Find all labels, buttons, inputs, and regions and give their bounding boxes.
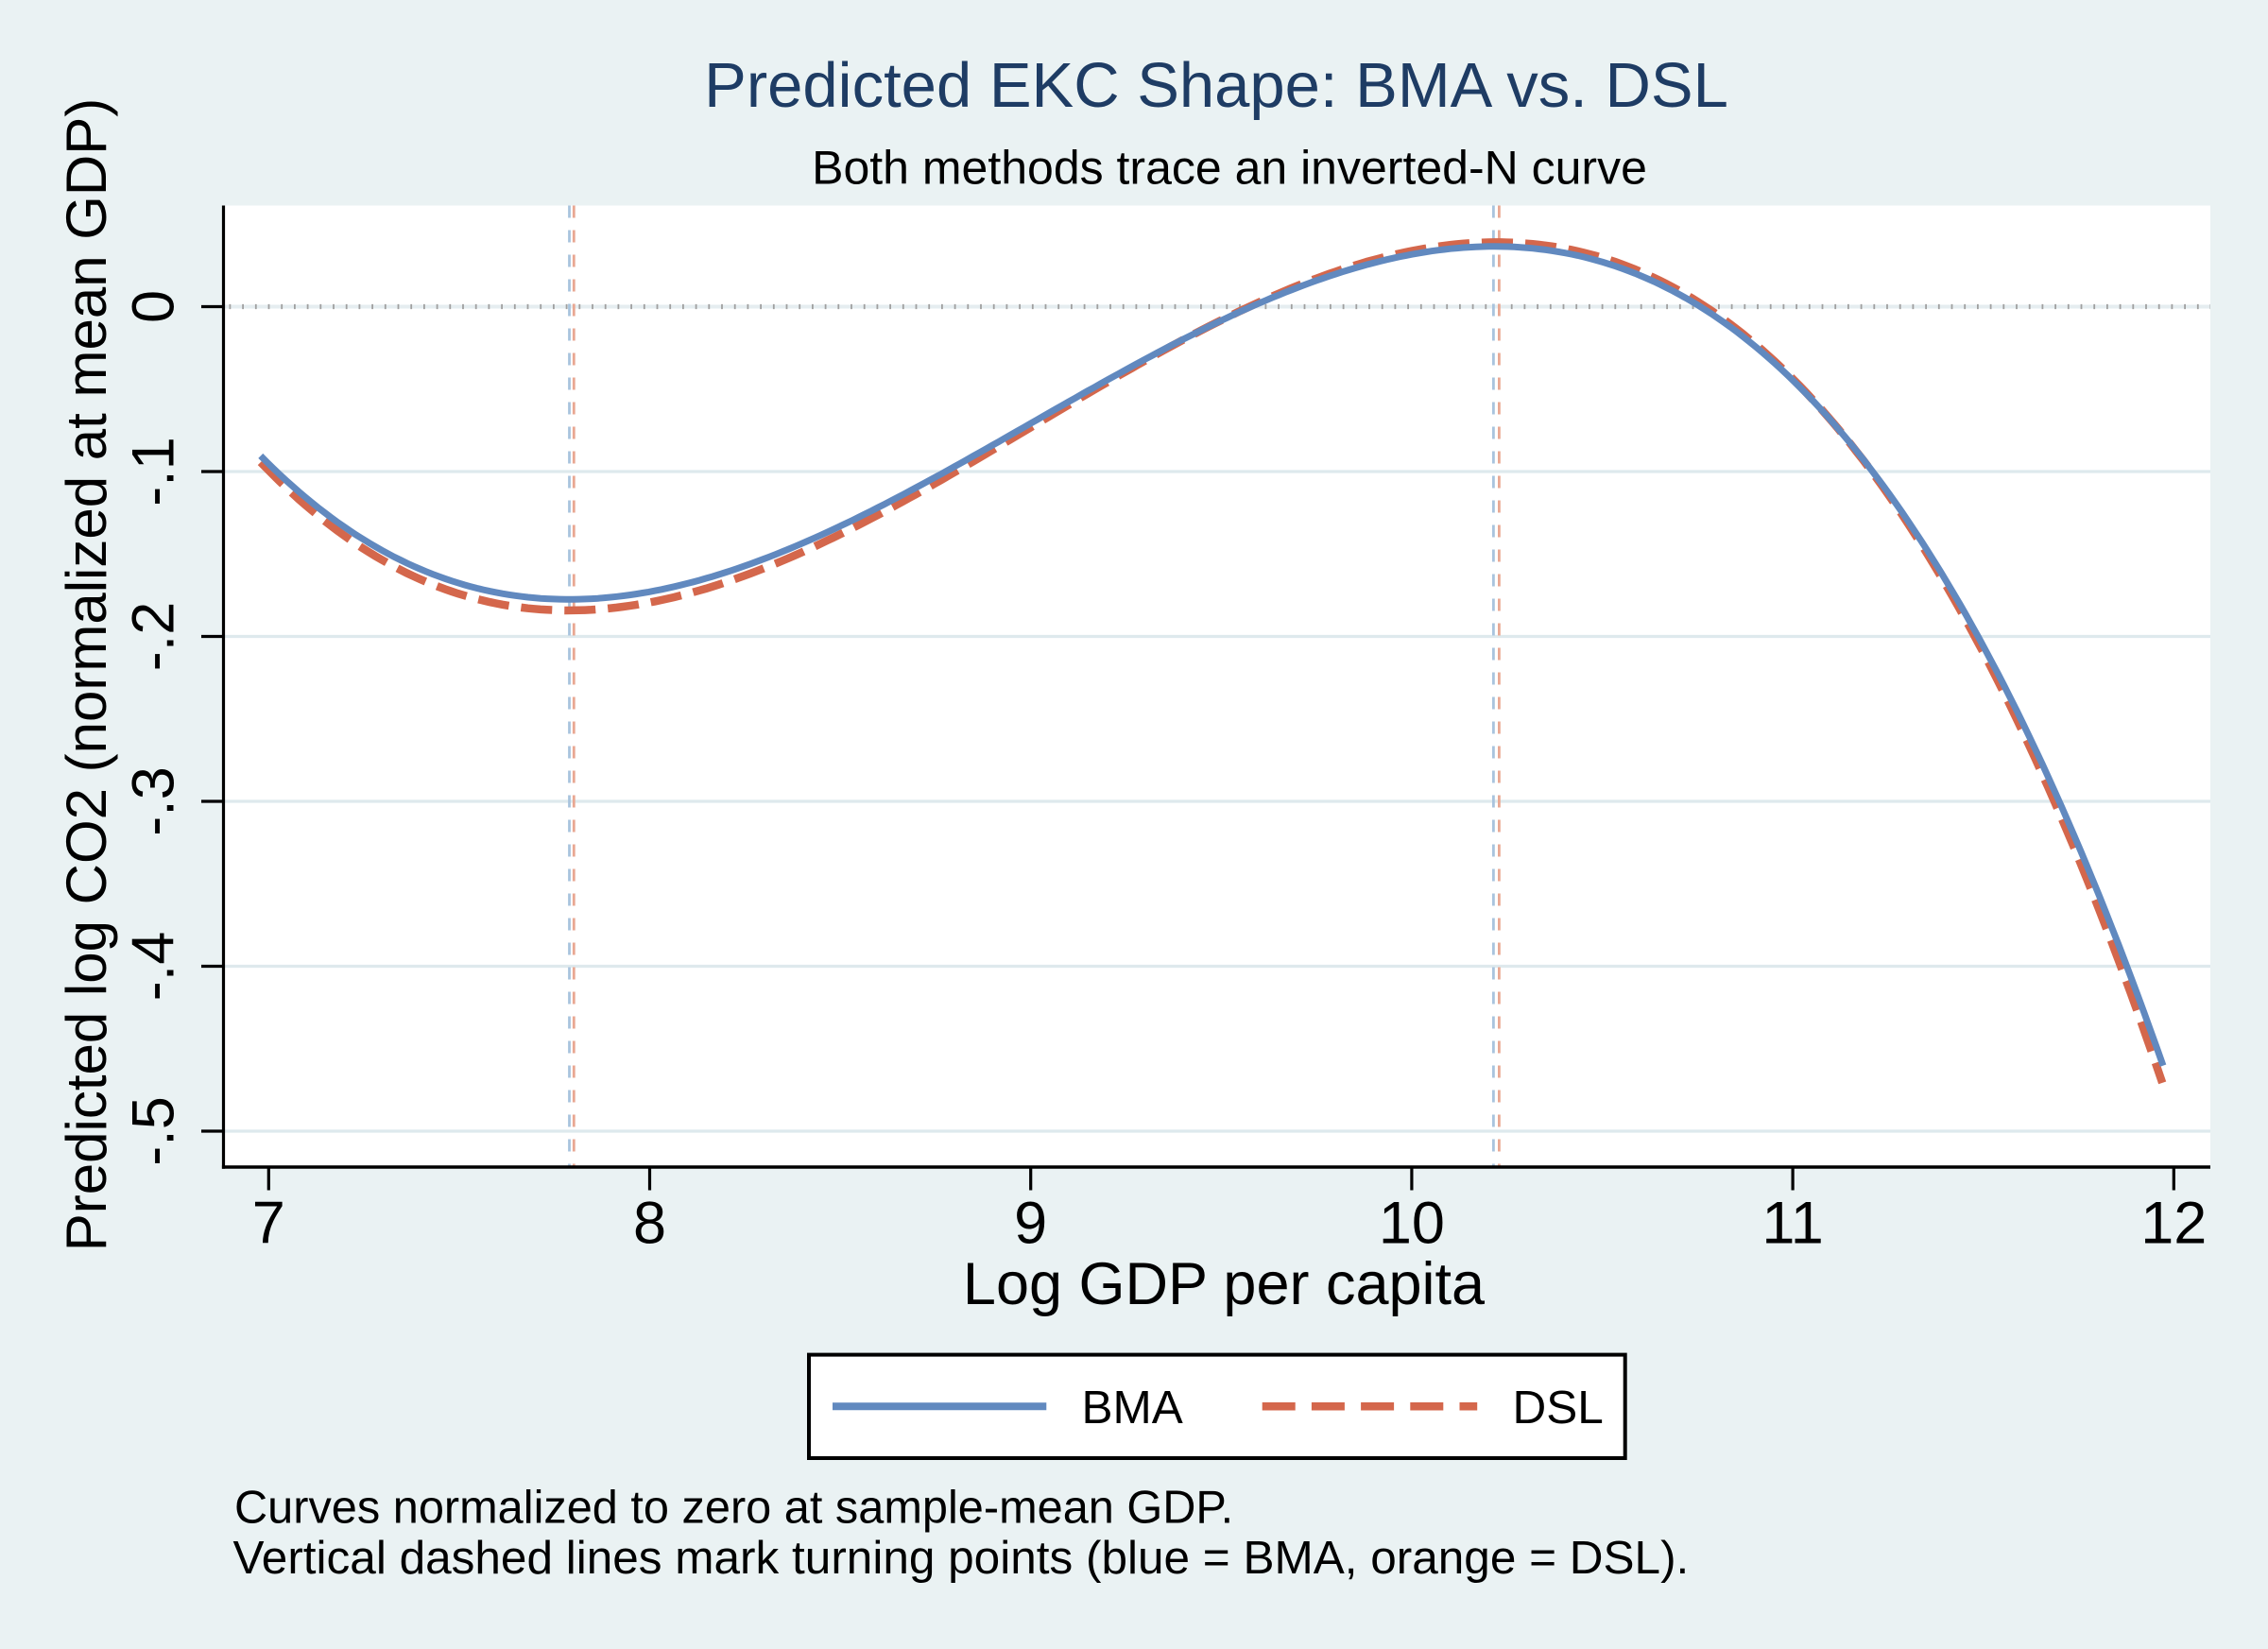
svg-text:Predicted log CO2 (normalized: Predicted log CO2 (normalized at mean GD…: [55, 98, 118, 1252]
svg-text:Log GDP per capita: Log GDP per capita: [963, 1251, 1486, 1317]
svg-text:Curves normalized to zero at s: Curves normalized to zero at sample-mean…: [234, 1482, 1233, 1533]
svg-text:-.2: -.2: [121, 602, 187, 672]
svg-text:11: 11: [1761, 1191, 1823, 1257]
svg-text:DSL: DSL: [1513, 1382, 1604, 1434]
svg-text:10: 10: [1379, 1191, 1445, 1257]
svg-text:0: 0: [121, 290, 187, 323]
svg-text:8: 8: [633, 1191, 666, 1257]
svg-text:-.4: -.4: [121, 932, 187, 1002]
svg-text:-.5: -.5: [121, 1096, 187, 1166]
svg-text:Both methods trace an inverted: Both methods trace an inverted-N curve: [812, 142, 1647, 195]
svg-text:Vertical dashed lines mark tur: Vertical dashed lines mark turning point…: [233, 1532, 1690, 1584]
svg-text:Predicted EKC Shape: BMA vs. D: Predicted EKC Shape: BMA vs. DSL: [704, 50, 1728, 121]
svg-text:12: 12: [2140, 1191, 2207, 1257]
svg-text:BMA: BMA: [1082, 1382, 1183, 1434]
svg-text:9: 9: [1014, 1191, 1047, 1257]
svg-text:-.1: -.1: [121, 437, 187, 507]
svg-text:7: 7: [252, 1191, 285, 1257]
svg-text:-.3: -.3: [121, 766, 187, 836]
